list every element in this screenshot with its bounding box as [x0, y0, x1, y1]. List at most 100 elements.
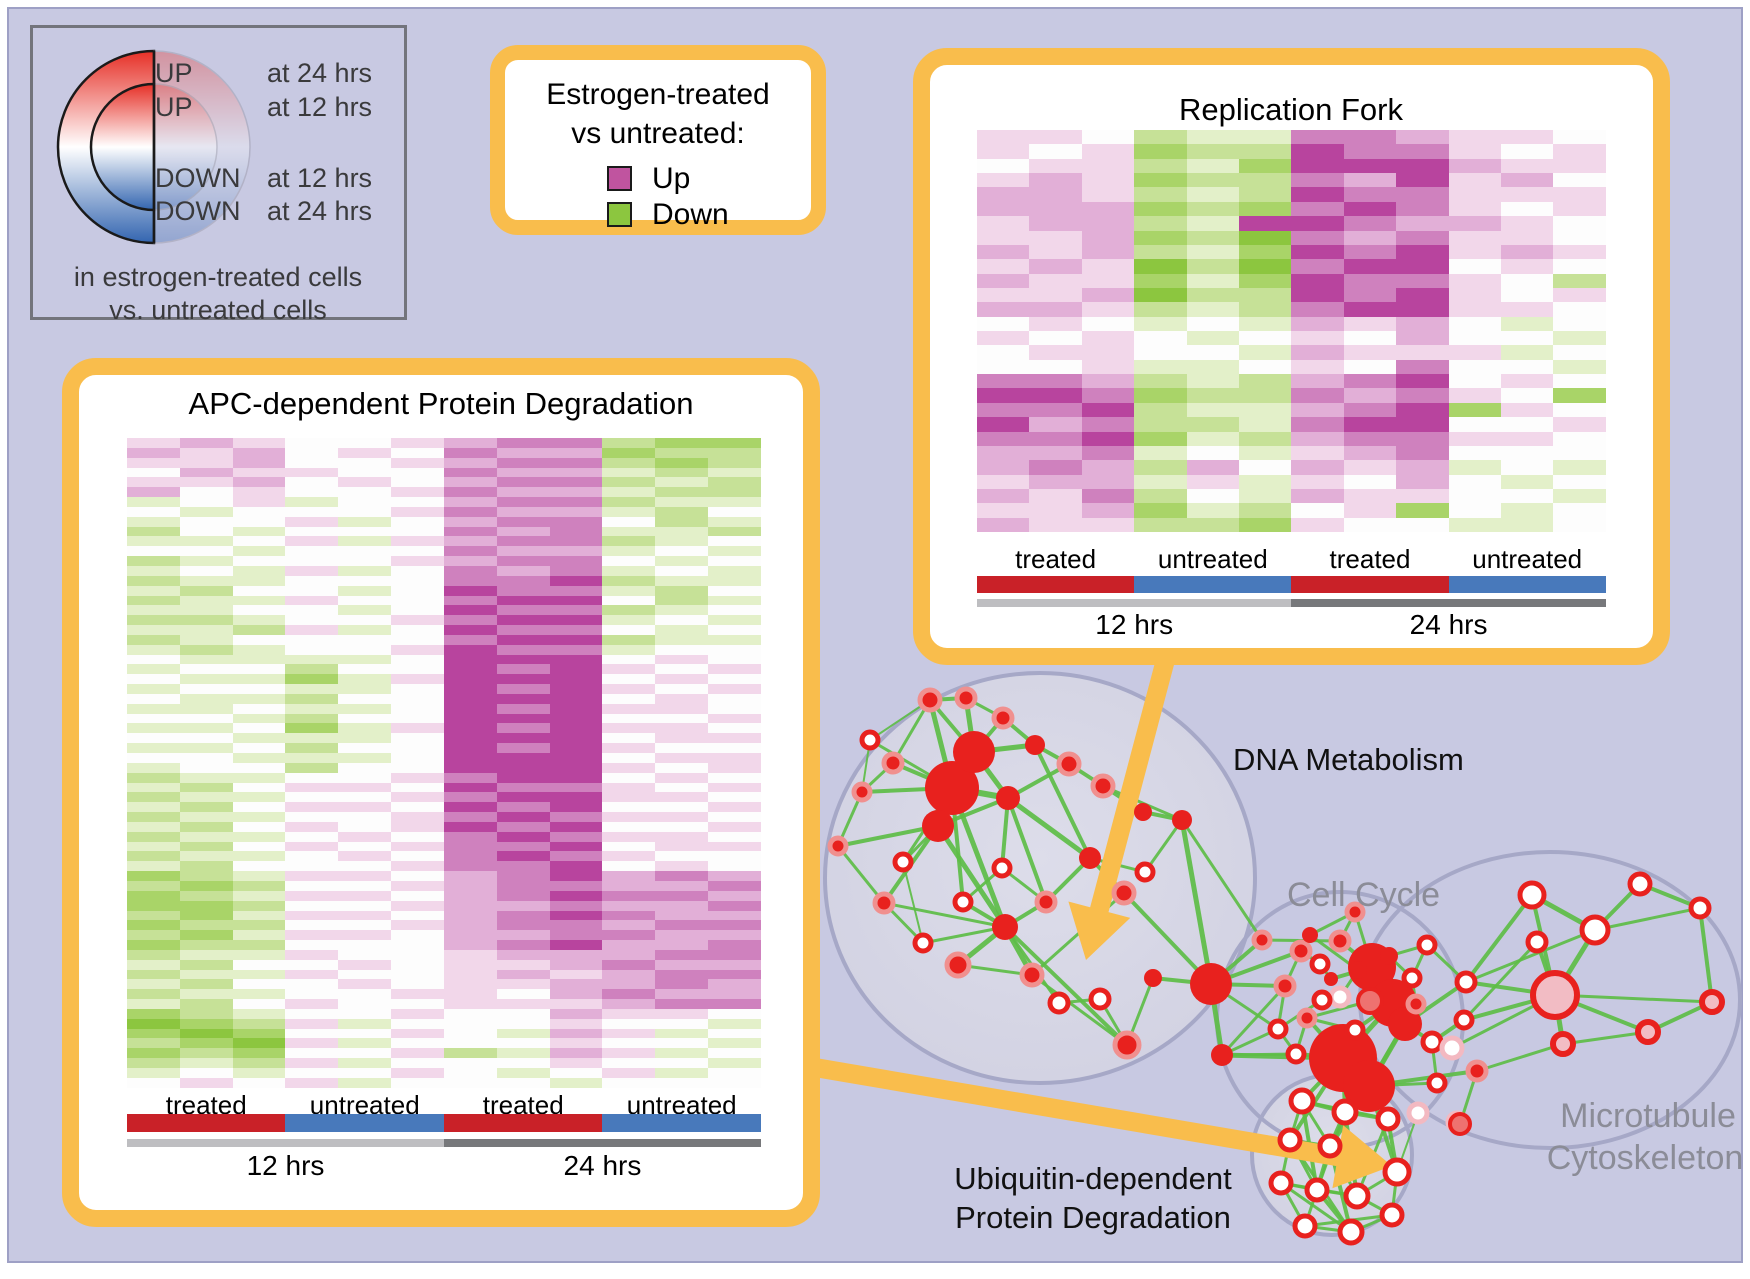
cluster-label: Protein Degradation: [955, 1200, 1231, 1235]
network-node-ring: [1420, 1030, 1444, 1054]
heatmap-row: [127, 556, 761, 566]
heatmap-cell: [549, 674, 603, 685]
heatmap-cell: [338, 575, 392, 586]
heatmap-cell: [708, 930, 761, 941]
network-node-solid: [1380, 947, 1398, 965]
heatmap-row: [977, 331, 1606, 346]
heatmap-cell: [655, 526, 709, 537]
heatmap-cell: [1186, 374, 1239, 389]
heatmap-cell: [708, 595, 761, 606]
heatmap-cell: [602, 1058, 656, 1068]
heatmap-cell: [338, 506, 392, 517]
heatmap-cell: [285, 536, 339, 547]
heatmap-cell: [338, 999, 392, 1009]
heatmap-cell: [1448, 388, 1501, 403]
heatmap-cell: [232, 753, 286, 763]
heatmap-cell: [602, 782, 656, 793]
heatmap-cell: [127, 802, 180, 813]
heatmap-cell: [602, 477, 656, 488]
heatmap-cell: [1186, 460, 1239, 475]
heatmap-row: [127, 821, 761, 832]
heatmap-cell: [708, 871, 761, 881]
heatmap-row: [127, 664, 761, 675]
heatmap-cell: [602, 516, 656, 527]
heatmap-cell: [127, 713, 180, 724]
heatmap-cell: [602, 556, 656, 566]
heatmap-cell: [285, 654, 339, 665]
heatmap-cell: [1343, 331, 1397, 346]
heatmap-cell: [1134, 187, 1187, 202]
heatmap-cell: [443, 467, 497, 478]
heatmap-cell: [443, 880, 497, 891]
heatmap-cell: [602, 575, 656, 586]
heatmap-cell: [1291, 517, 1344, 533]
network-node-ring: [1088, 987, 1112, 1011]
heatmap-cell: [391, 880, 444, 891]
heatmap-cell: [443, 999, 497, 1009]
treated-bar: [443, 1114, 603, 1132]
heatmap-cell: [496, 516, 550, 527]
heatmap-cell: [1186, 474, 1239, 489]
heatmap-cell: [127, 940, 180, 950]
heatmap-row: [977, 488, 1606, 504]
heatmap-cell: [1396, 488, 1449, 504]
heatmap-cell: [655, 585, 709, 596]
heatmap-cell: [338, 772, 392, 783]
heatmap-cell: [232, 792, 286, 803]
network-node-halo: [1019, 962, 1045, 988]
heatmap-cell: [1500, 316, 1554, 332]
heatmap-cell: [708, 644, 761, 655]
network-node-ring: [1331, 1098, 1359, 1126]
heatmap-cell: [1500, 173, 1554, 188]
heatmap-cell: [708, 684, 761, 694]
network-node-ring: [1517, 880, 1547, 910]
heatmap-cell: [232, 1077, 286, 1088]
heatmap-cell: [391, 516, 444, 527]
heatmap-cell: [179, 1038, 233, 1049]
heatmap-cell: [496, 674, 550, 685]
panel-apc-title: APC-dependent Protein Degradation: [188, 386, 694, 421]
network-node-halo: [991, 706, 1015, 730]
heatmap-cell: [549, 556, 603, 566]
heatmap-cell: [179, 723, 233, 734]
heatmap-cell: [1500, 402, 1554, 418]
network-node-ring: [1627, 871, 1653, 897]
heatmap-cell: [443, 693, 497, 704]
heatmap-cell: [549, 910, 603, 921]
heatmap-cell: [179, 625, 233, 635]
heatmap-cell: [602, 979, 656, 990]
heatmap-cell: [1029, 173, 1082, 188]
heatmap-cell: [338, 1058, 392, 1068]
heatmap-cell: [127, 969, 180, 980]
untreated-bar: [602, 1114, 761, 1132]
heatmap-cell: [1081, 331, 1135, 346]
heatmap-cell: [708, 664, 761, 675]
heatmap-cell: [1343, 503, 1397, 518]
heatmap-cell: [708, 546, 761, 557]
connector-arrowhead-icon: [1068, 901, 1131, 960]
heatmap-cell: [285, 457, 339, 468]
heatmap-cell: [1396, 345, 1449, 360]
heatmap-row: [977, 445, 1606, 461]
network-node-ring: [1268, 1170, 1294, 1196]
heatmap-cell: [338, 733, 392, 744]
network-node-ring: [912, 932, 934, 954]
heatmap-cell: [602, 959, 656, 970]
heatmap-cell: [1448, 460, 1501, 475]
up-label: Up: [652, 162, 691, 195]
heatmap-cell: [1553, 216, 1606, 231]
heatmap-cell: [1396, 201, 1449, 217]
heatmap-cell: [977, 374, 1030, 389]
heatmap-cell: [285, 467, 339, 478]
heatmap-cell: [391, 1068, 444, 1078]
heatmap-cell: [977, 388, 1030, 403]
heatmap-cell: [602, 664, 656, 675]
heatmap-cell: [1448, 201, 1501, 217]
condition-label: untreated: [1157, 544, 1268, 574]
heatmap-cell: [549, 821, 603, 832]
heatmap-cell: [179, 1008, 233, 1019]
heatmap-cell: [338, 713, 392, 724]
heatmap-cell: [1029, 402, 1082, 418]
heatmap-row: [977, 316, 1606, 332]
network-node-ring: [892, 851, 914, 873]
